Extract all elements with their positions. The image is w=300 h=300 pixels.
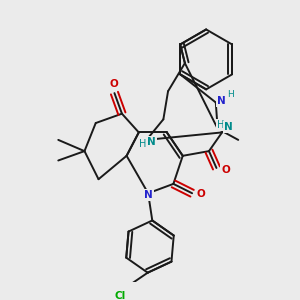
Text: O: O (221, 165, 230, 175)
Text: N: N (217, 96, 226, 106)
Text: H: H (139, 139, 146, 148)
Text: H: H (227, 91, 234, 100)
Text: O: O (196, 189, 205, 199)
Text: N: N (224, 122, 233, 132)
Text: H: H (217, 120, 224, 130)
Text: O: O (109, 79, 118, 89)
Text: N: N (147, 137, 156, 147)
Text: N: N (144, 190, 152, 200)
Text: Cl: Cl (114, 291, 125, 300)
